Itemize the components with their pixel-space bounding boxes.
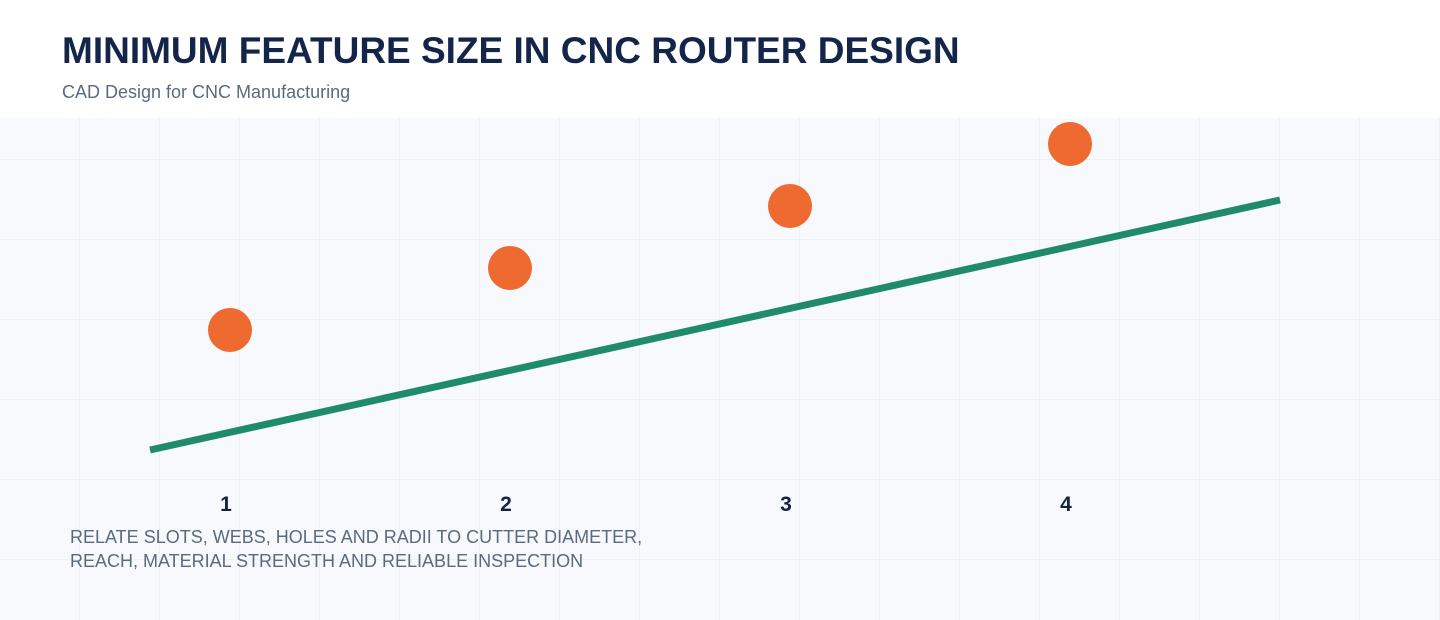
caption-line: RELATE SLOTS, WEBS, HOLES AND RADII TO C… — [70, 527, 642, 547]
step-marker — [768, 184, 812, 228]
step-label: 4 — [1060, 493, 1072, 516]
step-marker — [488, 246, 532, 290]
step-label: 2 — [500, 493, 512, 516]
step-label: 1 — [220, 493, 232, 516]
grid — [0, 118, 1440, 620]
steps: 1 2 3 4 — [208, 122, 1092, 516]
step-marker — [208, 308, 252, 352]
trend-line — [149, 196, 1281, 454]
subtitle: CAD Design for CNC Manufacturing — [62, 82, 350, 102]
title: MINIMUM FEATURE SIZE IN CNC ROUTER DESIG… — [62, 30, 960, 71]
step-label: 3 — [780, 493, 792, 516]
caption-line: REACH, MATERIAL STRENGTH AND RELIABLE IN… — [70, 551, 583, 571]
step-marker — [1048, 122, 1092, 166]
header-band — [0, 0, 1440, 118]
